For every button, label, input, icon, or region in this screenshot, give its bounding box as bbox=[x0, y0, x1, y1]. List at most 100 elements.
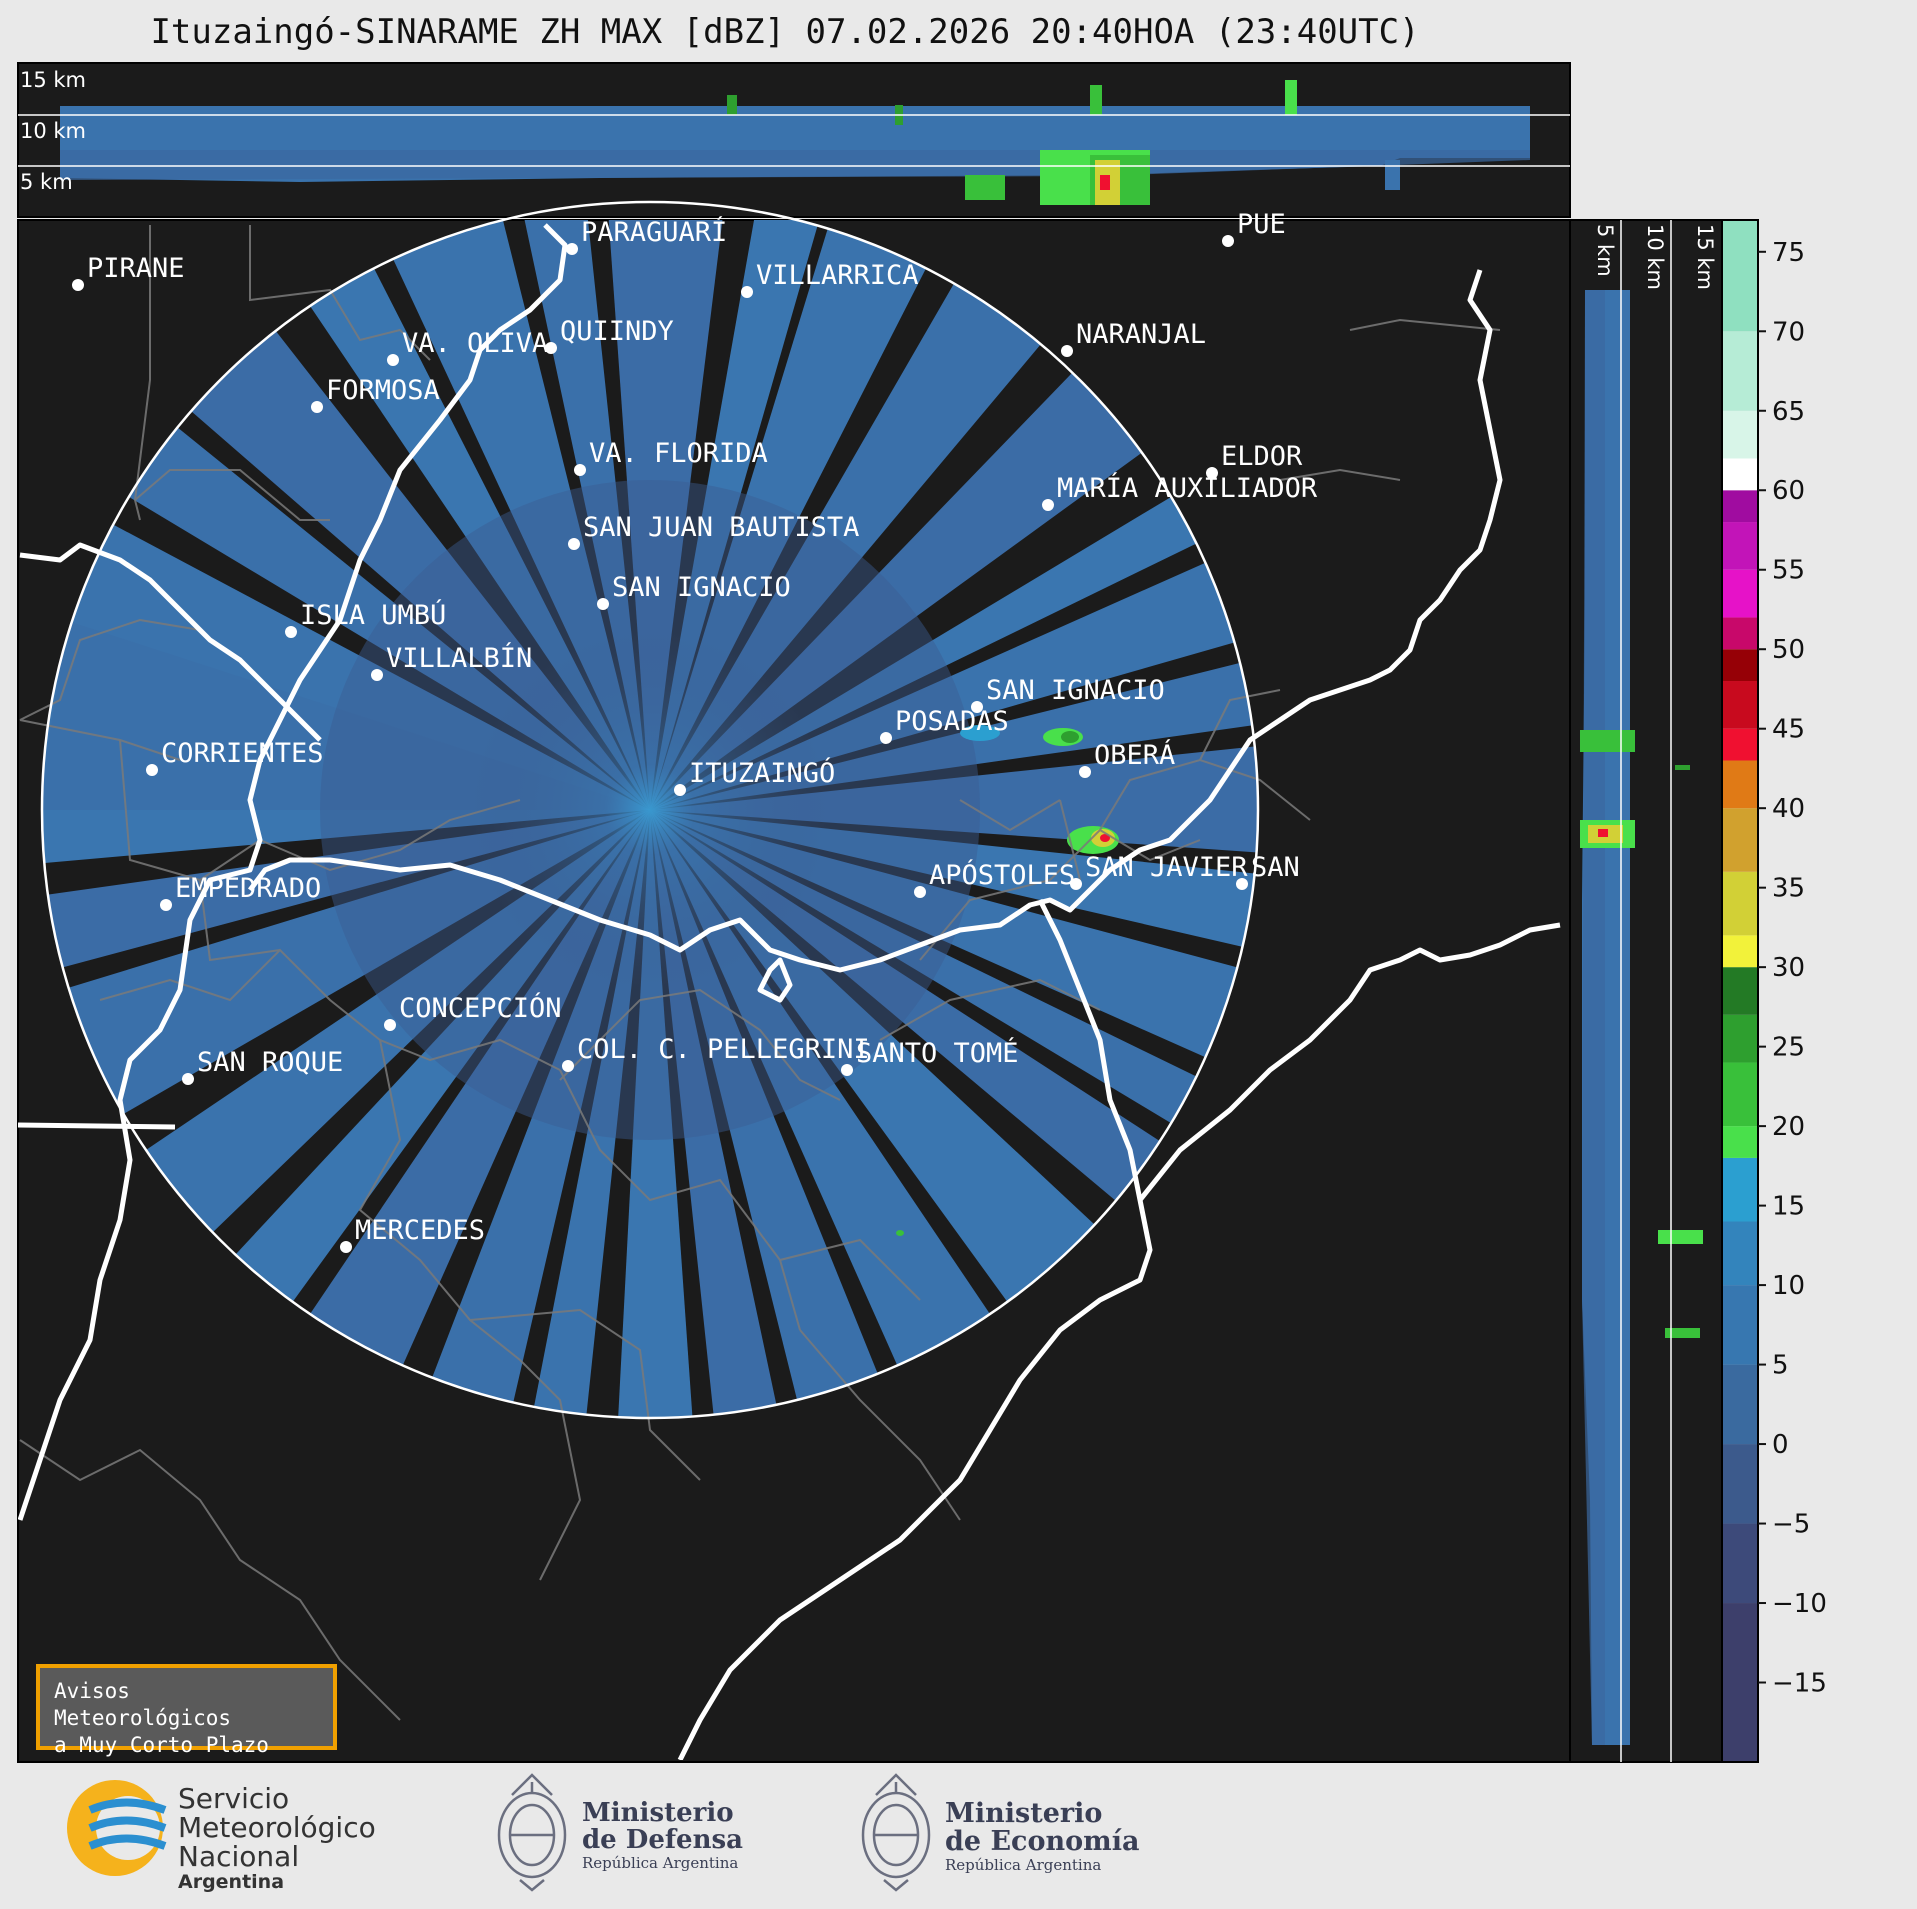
city-dot bbox=[160, 899, 172, 911]
colorbar-tick-label: 35 bbox=[1772, 874, 1805, 904]
colorbar-band bbox=[1722, 681, 1758, 729]
city-marker: FORMOSA bbox=[311, 375, 440, 413]
city-marker: SAN bbox=[1236, 852, 1300, 890]
colorbar-band bbox=[1722, 1603, 1758, 1762]
city-marker: SANTO TOMÉ bbox=[841, 1037, 1019, 1076]
city-label: MERCEDES bbox=[355, 1215, 485, 1246]
colorbar-tick-label: −5 bbox=[1772, 1510, 1810, 1540]
colorbar-tick-label: 5 bbox=[1772, 1351, 1789, 1381]
colorbar-tick-label: 25 bbox=[1772, 1033, 1805, 1063]
city-marker: ISLA UMBÚ bbox=[285, 599, 446, 638]
city-dot bbox=[1222, 235, 1234, 247]
city-label: PIRANE bbox=[87, 253, 185, 284]
city-label: ELDOR bbox=[1221, 441, 1303, 472]
defensa-line2: de Defensa bbox=[582, 1825, 743, 1855]
colorbar-band bbox=[1722, 617, 1758, 650]
smn-logo-text: Servicio Meteorológico Nacional Argentin… bbox=[178, 1784, 376, 1893]
colorbar-band bbox=[1722, 1364, 1758, 1445]
colorbar-tick-label: 45 bbox=[1772, 715, 1805, 745]
smn-line3: Nacional bbox=[178, 1840, 300, 1873]
smn-line4: Argentina bbox=[178, 1871, 285, 1893]
colorbar-band bbox=[1722, 569, 1758, 618]
avisos-badge[interactable]: Avisos Meteorológicos a Muy Corto Plazo bbox=[36, 1664, 337, 1757]
city-dot bbox=[674, 784, 686, 796]
city-marker: COL. C. PELLEGRINI bbox=[562, 1034, 870, 1072]
city-dot bbox=[182, 1073, 194, 1085]
city-label: APÓSTOLES bbox=[929, 859, 1075, 891]
colorbar-band bbox=[1722, 935, 1758, 968]
side-label-5km: 5 km bbox=[1593, 224, 1617, 277]
smn-line1: Servicio bbox=[178, 1782, 290, 1815]
city-label: SAN JAVIER bbox=[1085, 852, 1248, 883]
city-dot bbox=[880, 732, 892, 744]
city-markers: PIRANE PARAGUARÍ VILLARRICA QUIINDY VA. OLIV… bbox=[72, 209, 1318, 1253]
smn-line2: Meteorológico bbox=[178, 1811, 376, 1844]
city-label: VA. OLIVA bbox=[402, 328, 548, 359]
city-marker: SAN IGNACIO bbox=[971, 675, 1165, 713]
top-label-10km: 10 km bbox=[20, 119, 86, 143]
colorbar-band bbox=[1722, 522, 1758, 570]
city-marker: VILLALBÍN bbox=[371, 642, 532, 681]
city-marker: PARAGUARÍ bbox=[566, 216, 727, 255]
city-label: SANTO TOMÉ bbox=[856, 1037, 1019, 1069]
colorbar-band bbox=[1722, 1014, 1758, 1063]
colorbar-band bbox=[1722, 410, 1758, 459]
city-dot bbox=[1079, 766, 1091, 778]
city-dot bbox=[1206, 467, 1218, 479]
radar-sector bbox=[606, 220, 726, 810]
colorbar-band bbox=[1722, 967, 1758, 1015]
smn-logo bbox=[67, 1780, 167, 1876]
colorbar-tick-label: 0 bbox=[1772, 1430, 1789, 1460]
radar-sector bbox=[617, 810, 694, 1418]
city-label: VILLARRICA bbox=[756, 260, 919, 291]
colorbar-band bbox=[1722, 490, 1758, 523]
colorbar-band bbox=[1722, 1523, 1758, 1604]
city-marker: ITUZAINGÓ bbox=[674, 757, 835, 796]
city-dot bbox=[387, 354, 399, 366]
city-dot bbox=[562, 1060, 574, 1072]
colorbar-band bbox=[1722, 760, 1758, 809]
city-marker: EMPEDRADO bbox=[160, 873, 321, 911]
city-dot bbox=[597, 598, 609, 610]
city-marker: QUIINDY bbox=[545, 316, 674, 354]
city-dot bbox=[311, 401, 323, 413]
range-ring bbox=[40, 200, 1260, 1420]
colorbar-tick-label: 30 bbox=[1772, 953, 1805, 983]
colorbar-band bbox=[1722, 1221, 1758, 1286]
city-label: SAN bbox=[1251, 852, 1300, 883]
city-marker: CONCEPCIÓN bbox=[384, 992, 562, 1031]
city-dot bbox=[914, 886, 926, 898]
economia-emblem bbox=[861, 1773, 931, 1892]
defensa-logo-text: Ministerio de Defensa República Argentin… bbox=[582, 1800, 743, 1873]
economia-line2: de Economía bbox=[945, 1826, 1140, 1857]
city-dot bbox=[971, 701, 983, 713]
city-label: NARANJAL bbox=[1076, 319, 1206, 350]
city-marker: SAN IGNACIO bbox=[597, 572, 791, 610]
city-marker: APÓSTOLES bbox=[914, 859, 1075, 898]
colorbar-band bbox=[1722, 1285, 1758, 1365]
city-label: FORMOSA bbox=[326, 375, 440, 406]
city-marker: POSADAS bbox=[880, 706, 1009, 744]
colorbar-band bbox=[1722, 458, 1758, 491]
city-marker: SAN JAVIER bbox=[1070, 852, 1248, 890]
colorbar-band bbox=[1722, 1444, 1758, 1524]
city-label: SAN JUAN BAUTISTA bbox=[583, 512, 859, 543]
city-marker: CORRIENTES bbox=[146, 738, 324, 776]
city-label: CORRIENTES bbox=[161, 738, 324, 769]
side-height-panel: 5 km 10 km 15 km bbox=[1569, 219, 1723, 1763]
side-label-15km: 15 km bbox=[1693, 224, 1717, 290]
city-label: QUIINDY bbox=[560, 316, 674, 347]
city-dot bbox=[285, 626, 297, 638]
colorbar-tick-label: 70 bbox=[1772, 317, 1805, 347]
colorbar-band bbox=[1722, 1126, 1758, 1158]
city-label: ITUZAINGÓ bbox=[689, 757, 835, 789]
city-marker: VA. FLORIDA bbox=[574, 438, 768, 476]
colorbar-tick-label: 50 bbox=[1772, 635, 1805, 665]
city-label: SAN ROQUE bbox=[197, 1047, 343, 1078]
city-dot bbox=[384, 1019, 396, 1031]
city-marker: SAN ROQUE bbox=[182, 1047, 343, 1085]
radar-sector bbox=[650, 745, 1258, 854]
city-dot bbox=[1236, 878, 1248, 890]
